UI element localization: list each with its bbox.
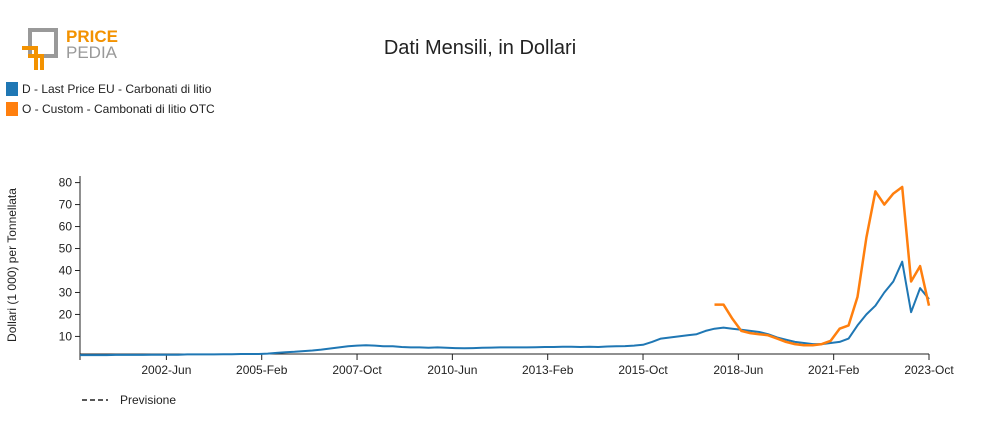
x-tick-label: 2015-Oct: [618, 363, 668, 377]
y-tick-label: 30: [59, 285, 73, 299]
series-line: [714, 185, 931, 347]
x-tick-label: 2021-Feb: [808, 363, 860, 377]
x-tick-label: 2002-Jun: [141, 363, 191, 377]
logo-text: PEDIA: [66, 43, 118, 62]
y-tick-label: 10: [59, 329, 73, 343]
legend-swatch: [6, 102, 18, 116]
logo-square: [28, 28, 58, 58]
y-tick-label: 40: [59, 263, 73, 277]
forecast-legend-label: Previsione: [120, 393, 176, 407]
legend-swatch: [6, 82, 18, 96]
x-tick-label: 2005-Feb: [236, 363, 288, 377]
y-tick-label: 50: [59, 242, 73, 256]
y-tick-label: 70: [59, 198, 73, 212]
x-tick-label: 2010-Jun: [427, 363, 477, 377]
y-tick-label: 20: [59, 307, 73, 321]
logo-mark: [22, 46, 44, 70]
legend-label: O - Custom - Cambonati di litio OTC: [22, 102, 215, 116]
legend-label: D - Last Price EU - Carbonati di litio: [22, 82, 212, 96]
x-tick-label: 2018-Jun: [713, 363, 763, 377]
series-line: [80, 260, 930, 357]
x-tick-label: 2023-Oct: [904, 363, 954, 377]
logo-text: PRICE: [66, 27, 118, 46]
y-tick-label: 80: [59, 176, 73, 190]
x-tick-label: 2013-Feb: [522, 363, 574, 377]
y-axis-label: Dollari (1 000) per Tonnellata: [5, 188, 19, 342]
chart-title: Dati Mensili, in Dollari: [384, 37, 576, 59]
logo: PRICE PEDIA: [22, 27, 118, 70]
x-tick-label: 2007-Oct: [332, 363, 382, 377]
y-tick-label: 60: [59, 220, 73, 234]
